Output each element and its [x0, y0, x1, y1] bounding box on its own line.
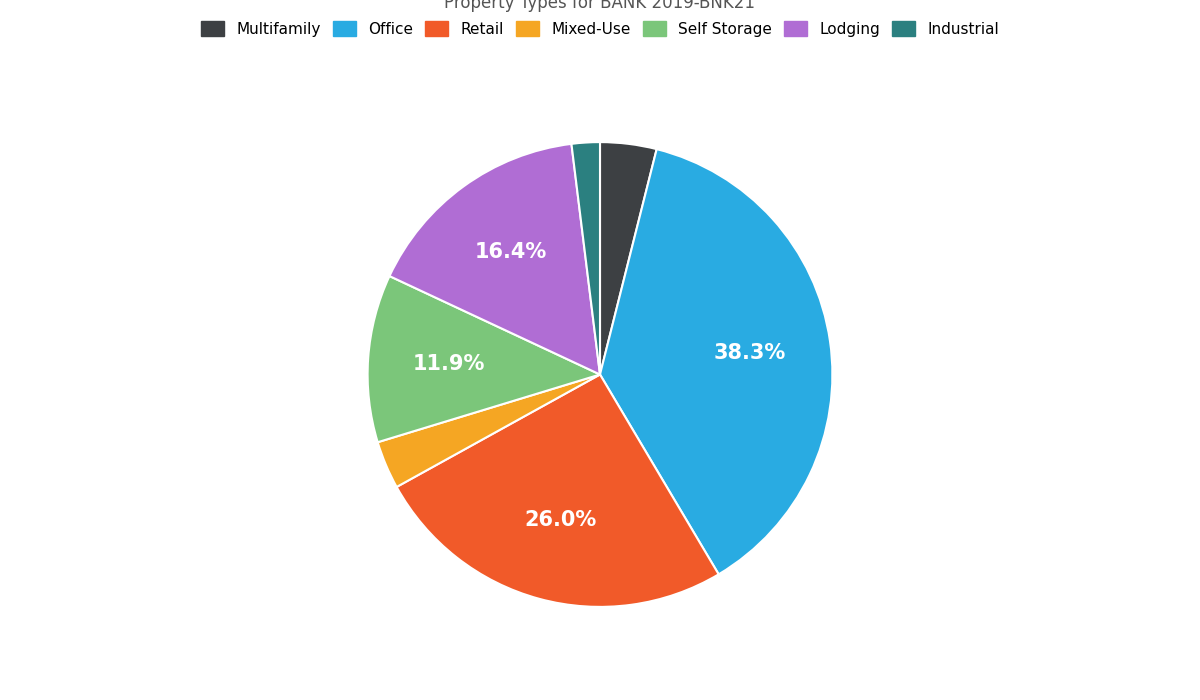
Title: Property Types for BANK 2019-BNK21: Property Types for BANK 2019-BNK21 — [444, 0, 756, 12]
Wedge shape — [397, 374, 719, 607]
Text: 26.0%: 26.0% — [524, 510, 596, 531]
Wedge shape — [378, 374, 600, 487]
Text: 38.3%: 38.3% — [713, 343, 786, 363]
Wedge shape — [600, 142, 656, 374]
Wedge shape — [571, 142, 600, 374]
Text: 16.4%: 16.4% — [475, 242, 547, 262]
Wedge shape — [390, 144, 600, 374]
Wedge shape — [600, 149, 833, 574]
Wedge shape — [367, 276, 600, 442]
Text: 11.9%: 11.9% — [413, 354, 486, 374]
Legend: Multifamily, Office, Retail, Mixed-Use, Self Storage, Lodging, Industrial: Multifamily, Office, Retail, Mixed-Use, … — [197, 16, 1003, 41]
